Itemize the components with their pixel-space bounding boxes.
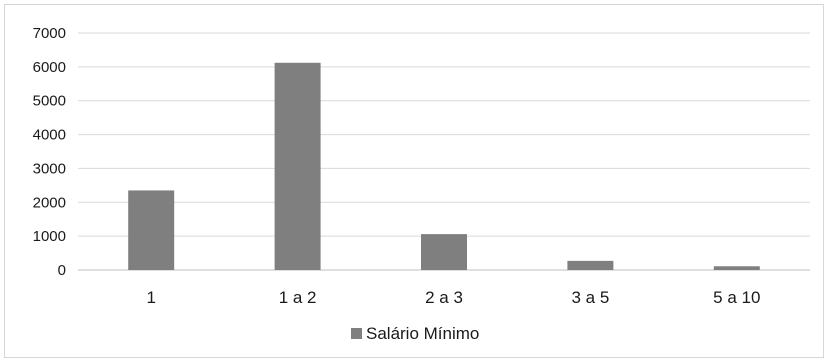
chart-frame [4, 4, 824, 358]
y-tick-label: 2000 [33, 194, 66, 211]
x-tick-label: 2 a 3 [425, 288, 463, 307]
y-tick-label: 0 [58, 262, 66, 279]
x-tick-label: 1 [146, 288, 155, 307]
x-tick-label: 1 a 2 [279, 288, 317, 307]
legend-label: Salário Mínimo [366, 324, 479, 343]
bar [274, 62, 321, 271]
y-tick-label: 4000 [33, 127, 66, 144]
y-tick-label: 1000 [33, 228, 66, 245]
x-tick-label: 5 a 10 [713, 288, 760, 307]
legend-swatch [351, 328, 362, 339]
bars [128, 62, 760, 271]
bar [128, 190, 175, 270]
x-axis-ticks: 1 1 a 2 2 a 3 3 a 5 5 a 10 [146, 288, 760, 307]
y-tick-label: 3000 [33, 160, 66, 177]
y-axis-ticks: 0 1000 2000 3000 4000 5000 6000 7000 [33, 25, 66, 279]
x-tick-label: 3 a 5 [571, 288, 609, 307]
gridlines [78, 32, 810, 271]
y-tick-label: 5000 [33, 93, 66, 110]
bar [567, 260, 614, 270]
bar [713, 266, 760, 270]
y-tick-label: 6000 [33, 59, 66, 76]
bar [421, 234, 467, 270]
y-tick-label: 7000 [33, 25, 66, 42]
legend: Salário Mínimo [351, 324, 479, 343]
